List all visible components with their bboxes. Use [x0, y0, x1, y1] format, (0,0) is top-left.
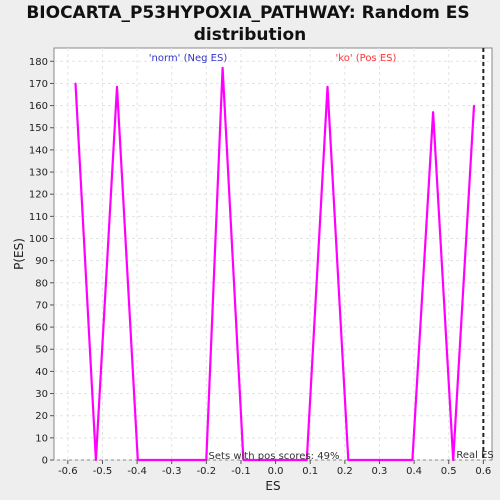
es-density-point — [74, 82, 77, 85]
es-density-point — [432, 111, 435, 114]
es-density-point — [452, 459, 455, 461]
chart-title-line-2: distribution — [194, 25, 306, 45]
y-tick-label: 160 — [29, 101, 48, 112]
y-tick-label: 100 — [29, 234, 48, 245]
y-tick-label: 30 — [35, 389, 48, 400]
x-tick-label: -0.6 — [58, 466, 78, 477]
y-tick-label: 150 — [29, 123, 48, 134]
y-tick-label: 50 — [35, 345, 48, 356]
marker-layer: Real ES — [456, 48, 494, 461]
y-tick-label: 130 — [29, 168, 48, 179]
y-tick-label: 60 — [35, 323, 48, 334]
es-density-point — [116, 85, 118, 88]
legend-pos-es: 'ko' (Pos ES) — [336, 53, 397, 64]
y-tick-label: 110 — [29, 212, 48, 223]
y-axis-title: P(ES) — [12, 238, 26, 270]
es-density-point — [411, 459, 414, 461]
x-axis-title: ES — [265, 479, 280, 493]
es-density-point — [221, 67, 224, 69]
x-tick-label: -0.4 — [127, 466, 147, 477]
y-tick-label: 70 — [35, 300, 48, 311]
es-density-point — [94, 459, 97, 461]
x-tick-label: 0.0 — [268, 466, 284, 477]
legend-neg-es: 'norm' (Neg ES) — [149, 53, 228, 64]
chart-title-line-1: BIOCARTA_P53HYPOXIA_PATHWAY: Random ES — [26, 3, 469, 23]
y-tick-label: 20 — [35, 411, 48, 422]
y-tick-label: 140 — [29, 145, 48, 156]
x-tick-label: -0.5 — [93, 466, 113, 477]
y-tick-label: 90 — [35, 256, 48, 267]
es-density-point — [347, 459, 350, 461]
axis-layer: -0.6 -0.5 -0.4 -0.3 -0.2 -0.1 0.0 0.1 0.2 0.3 0.4 0… — [29, 57, 491, 477]
x-tick-label: 0.4 — [406, 466, 422, 477]
y-tick-label: 170 — [29, 79, 48, 90]
real-es-label: Real ES — [456, 450, 493, 461]
y-tick-label: 120 — [29, 190, 48, 201]
x-tick-label: -0.3 — [162, 466, 182, 477]
plot-area — [53, 47, 493, 461]
es-density-point — [473, 104, 475, 107]
y-tick-label: 0 — [42, 456, 48, 467]
es-density-point — [305, 459, 308, 461]
x-tick-label: -0.2 — [197, 466, 217, 477]
x-tick-label: 0.3 — [372, 466, 388, 477]
x-tick-label: 0.1 — [302, 466, 318, 477]
x-tick-label: -0.1 — [231, 466, 251, 477]
y-tick-label: 10 — [35, 433, 48, 444]
x-tick-label: 0.6 — [475, 466, 491, 477]
y-tick-label: 40 — [35, 367, 48, 378]
es-density-point — [326, 85, 329, 88]
x-tick-label: 0.5 — [441, 466, 457, 477]
es-density-point — [242, 459, 245, 461]
pos-scores-annotation: Sets with pos scores: 49% — [209, 451, 340, 462]
y-tick-label: 180 — [29, 57, 48, 68]
x-tick-label: 0.2 — [337, 466, 353, 477]
y-tick-label: 80 — [35, 278, 48, 289]
